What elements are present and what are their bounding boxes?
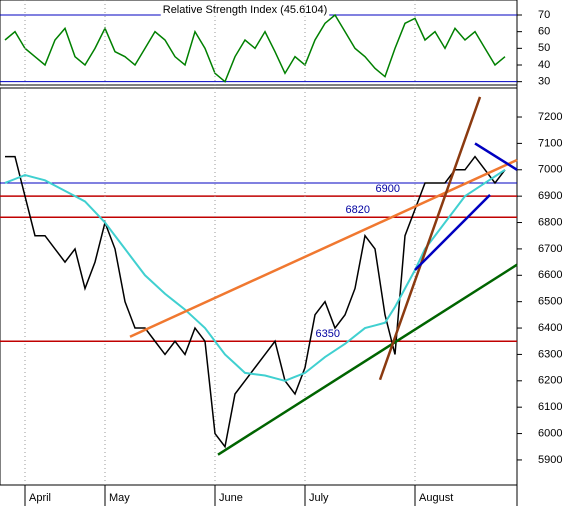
trend-line (474, 142, 518, 171)
x-tick-label: May (109, 492, 130, 504)
x-tick-label: August (419, 492, 453, 504)
series-line (5, 155, 506, 449)
y-tick-label: 7100 (538, 137, 562, 149)
y-tick-label: 70 (538, 9, 550, 21)
y-tick-label: 6800 (538, 216, 562, 228)
y-tick-label: 7000 (538, 164, 562, 176)
y-tick-label: 30 (538, 76, 550, 88)
y-tick-label: 6300 (538, 348, 562, 360)
x-tick-label: April (29, 492, 51, 504)
y-tick-label: 6200 (538, 375, 562, 387)
y-tick-label: 6700 (538, 243, 562, 255)
trend-line (414, 193, 491, 271)
y-tick-label: 6100 (538, 401, 562, 413)
level-label: 6350 (316, 328, 340, 340)
trend-line (129, 158, 518, 338)
y-tick-label: 60 (538, 26, 550, 38)
price-panel (0, 87, 518, 486)
y-tick-label: 7200 (538, 111, 562, 123)
trend-line (217, 263, 518, 456)
y-tick-label: 50 (538, 42, 550, 54)
y-tick-label: 6400 (538, 322, 562, 334)
y-tick-label: 40 (538, 59, 550, 71)
y-tick-label: 6900 (538, 190, 562, 202)
series-line (4, 13, 506, 83)
level-label: 6900 (376, 183, 400, 195)
level-label: 6820 (346, 204, 370, 216)
y-tick-label: 5900 (538, 454, 562, 466)
title-bg (160, 3, 330, 16)
series-line (4, 168, 506, 382)
y-tick-label: 6000 (538, 427, 562, 439)
trend-line (378, 96, 482, 381)
chart-title: Relative Strength Index (45.6104) (163, 4, 328, 16)
x-tick-label: July (309, 492, 329, 504)
y-tick-label: 6600 (538, 269, 562, 281)
y-tick-label: 6500 (538, 296, 562, 308)
x-tick-label: June (219, 492, 243, 504)
